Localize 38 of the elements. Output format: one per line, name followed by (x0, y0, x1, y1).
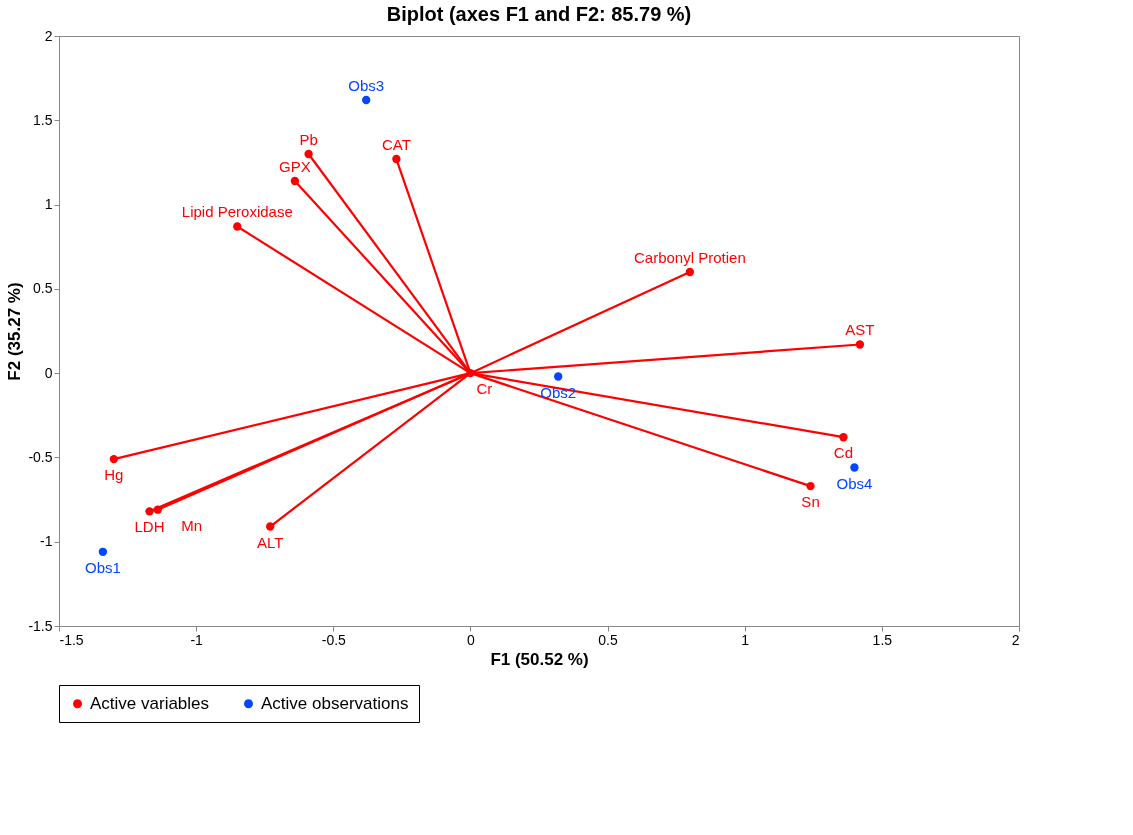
y-tick-label: -1.5 (28, 617, 53, 634)
annotation: Cd (833, 444, 854, 462)
y-tick-label: -1 (40, 533, 53, 550)
legend-label: Active observations (261, 693, 409, 713)
x-tick-label: -1.5 (59, 631, 84, 648)
annotation: AST (845, 321, 875, 339)
annotation: LDH (134, 518, 165, 536)
annotation: Lipid Peroxidase (181, 203, 293, 221)
x-tick-label: 1.5 (872, 631, 893, 648)
y-axis-title: F2 (35.27 %) (5, 282, 25, 381)
annotation: Mn (181, 516, 203, 534)
x-tick-label: 2 (1011, 631, 1020, 648)
annotation: ALT (257, 533, 284, 551)
y-tick-label: -0.5 (28, 448, 53, 465)
annotation: Sn (801, 493, 820, 511)
y-tick-label: 0.5 (33, 280, 53, 297)
legend-label: Active variables (90, 693, 210, 713)
annotation: Hg (104, 466, 124, 484)
annotation: Obs4 (836, 474, 873, 492)
y-tick-label: 1.5 (33, 111, 53, 128)
x-tick-label: 0 (467, 631, 476, 648)
x-axis-title: F1 (50.52 %) (490, 649, 589, 669)
x-tick-label: -1 (190, 631, 204, 648)
annotation: Obs3 (348, 77, 385, 95)
y-tick-label: 0 (44, 364, 53, 381)
annotation: Obs1 (84, 558, 121, 576)
y-tick-label: 2 (44, 27, 53, 44)
annotation: GPX (279, 157, 311, 175)
x-tick-label: 0.5 (598, 631, 619, 648)
x-tick-label: 1 (741, 631, 750, 648)
x-tick-label: -0.5 (321, 631, 347, 648)
annotation: Pb (299, 131, 318, 148)
annotation: Carbonyl Protien (633, 249, 746, 266)
annotation: Obs2 (540, 383, 577, 401)
annotation: CAT (381, 136, 411, 154)
chart-title: Biplot (axes F1 and F2: 85.79 %) (386, 3, 692, 25)
annotation: Cr (476, 380, 493, 398)
y-tick-label: 1 (44, 196, 53, 213)
